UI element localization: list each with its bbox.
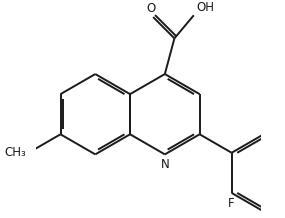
Text: OH: OH <box>196 1 214 14</box>
Text: N: N <box>160 158 169 171</box>
Text: CH₃: CH₃ <box>4 146 26 159</box>
Text: O: O <box>146 2 156 15</box>
Text: F: F <box>228 197 235 210</box>
